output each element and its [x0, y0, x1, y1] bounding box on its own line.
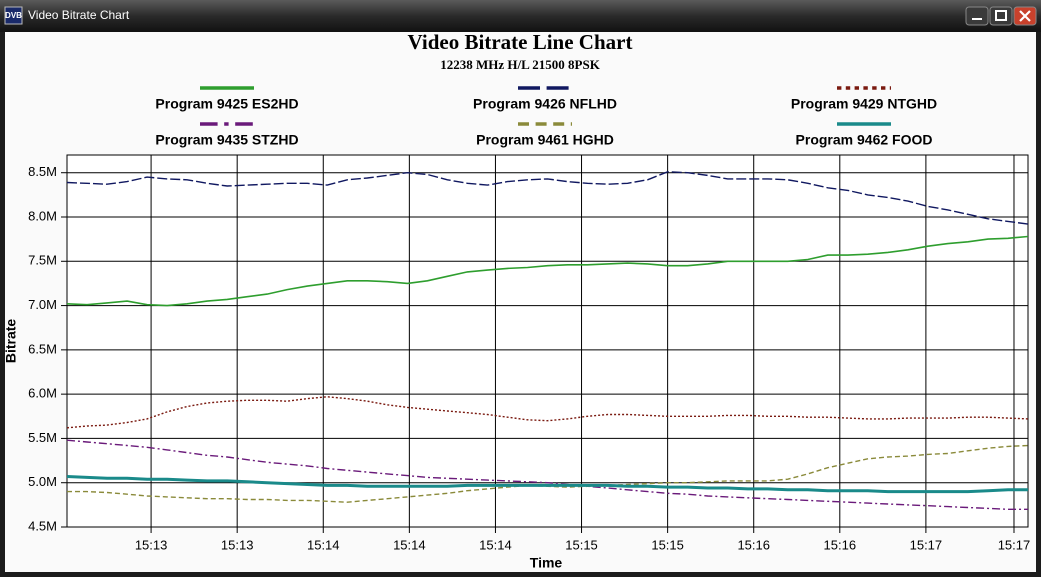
title-bar — [0, 0, 1041, 32]
x-tick-label: 15:17 — [998, 537, 1031, 552]
series-line — [66, 235, 1029, 307]
series-line — [66, 475, 1028, 494]
series-line — [66, 439, 1028, 510]
x-tick-label: 15:16 — [737, 537, 770, 552]
y-axis-label: Bitrate — [3, 319, 19, 364]
x-axis-label: Time — [530, 555, 563, 571]
legend-label: Program 9429 NTGHD — [791, 96, 937, 112]
x-tick-label: 15:17 — [910, 537, 943, 552]
minimize-button[interactable] — [965, 6, 989, 26]
y-tick-label: 5.5M — [28, 430, 57, 445]
legend-label: Program 9461 HGHD — [476, 132, 614, 148]
x-tick-label: 15:14 — [307, 537, 340, 552]
y-tick-label: 5.0M — [28, 474, 57, 489]
chart-title: Video Bitrate Line Chart — [408, 30, 633, 54]
close-glyph — [1019, 10, 1031, 22]
chart-subtitle: 12238 MHz H/L 21500 8PSK — [440, 57, 601, 72]
x-tick-label: 15:14 — [393, 537, 426, 552]
window-buttons — [965, 6, 1037, 26]
y-tick-label: 8.0M — [28, 208, 57, 223]
plot-area — [67, 155, 1028, 527]
y-tick-label: 8.5M — [28, 164, 57, 179]
plot-border — [66, 154, 1029, 528]
series-line — [66, 396, 1029, 429]
maximize-glyph — [995, 10, 1007, 21]
app-icon — [4, 6, 23, 25]
series-line — [66, 171, 1029, 225]
x-tick-label: 15:15 — [651, 537, 684, 552]
x-tick-label: 15:15 — [565, 537, 598, 552]
legend-label: Program 9462 FOOD — [796, 132, 933, 148]
x-tick-label: 15:13 — [221, 537, 254, 552]
y-tick-label: 6.5M — [28, 341, 57, 356]
window-title: Video Bitrate Chart — [28, 8, 130, 22]
y-tick-label: 6.0M — [28, 386, 57, 401]
legend-label: Program 9435 STZHD — [155, 132, 298, 148]
legend-label: Program 9426 NFLHD — [473, 96, 617, 112]
legend-label: Program 9425 ES2HD — [155, 96, 298, 112]
x-tick-label: 15:14 — [479, 537, 512, 552]
app-icon-text: DVB — [5, 11, 22, 20]
y-tick-label: 7.5M — [28, 253, 57, 268]
maximize-button[interactable] — [989, 6, 1013, 26]
y-tick-label: 7.0M — [28, 297, 57, 312]
x-tick-label: 15:16 — [824, 537, 857, 552]
x-tick-label: 15:13 — [135, 537, 168, 552]
y-tick-label: 4.5M — [28, 518, 57, 533]
